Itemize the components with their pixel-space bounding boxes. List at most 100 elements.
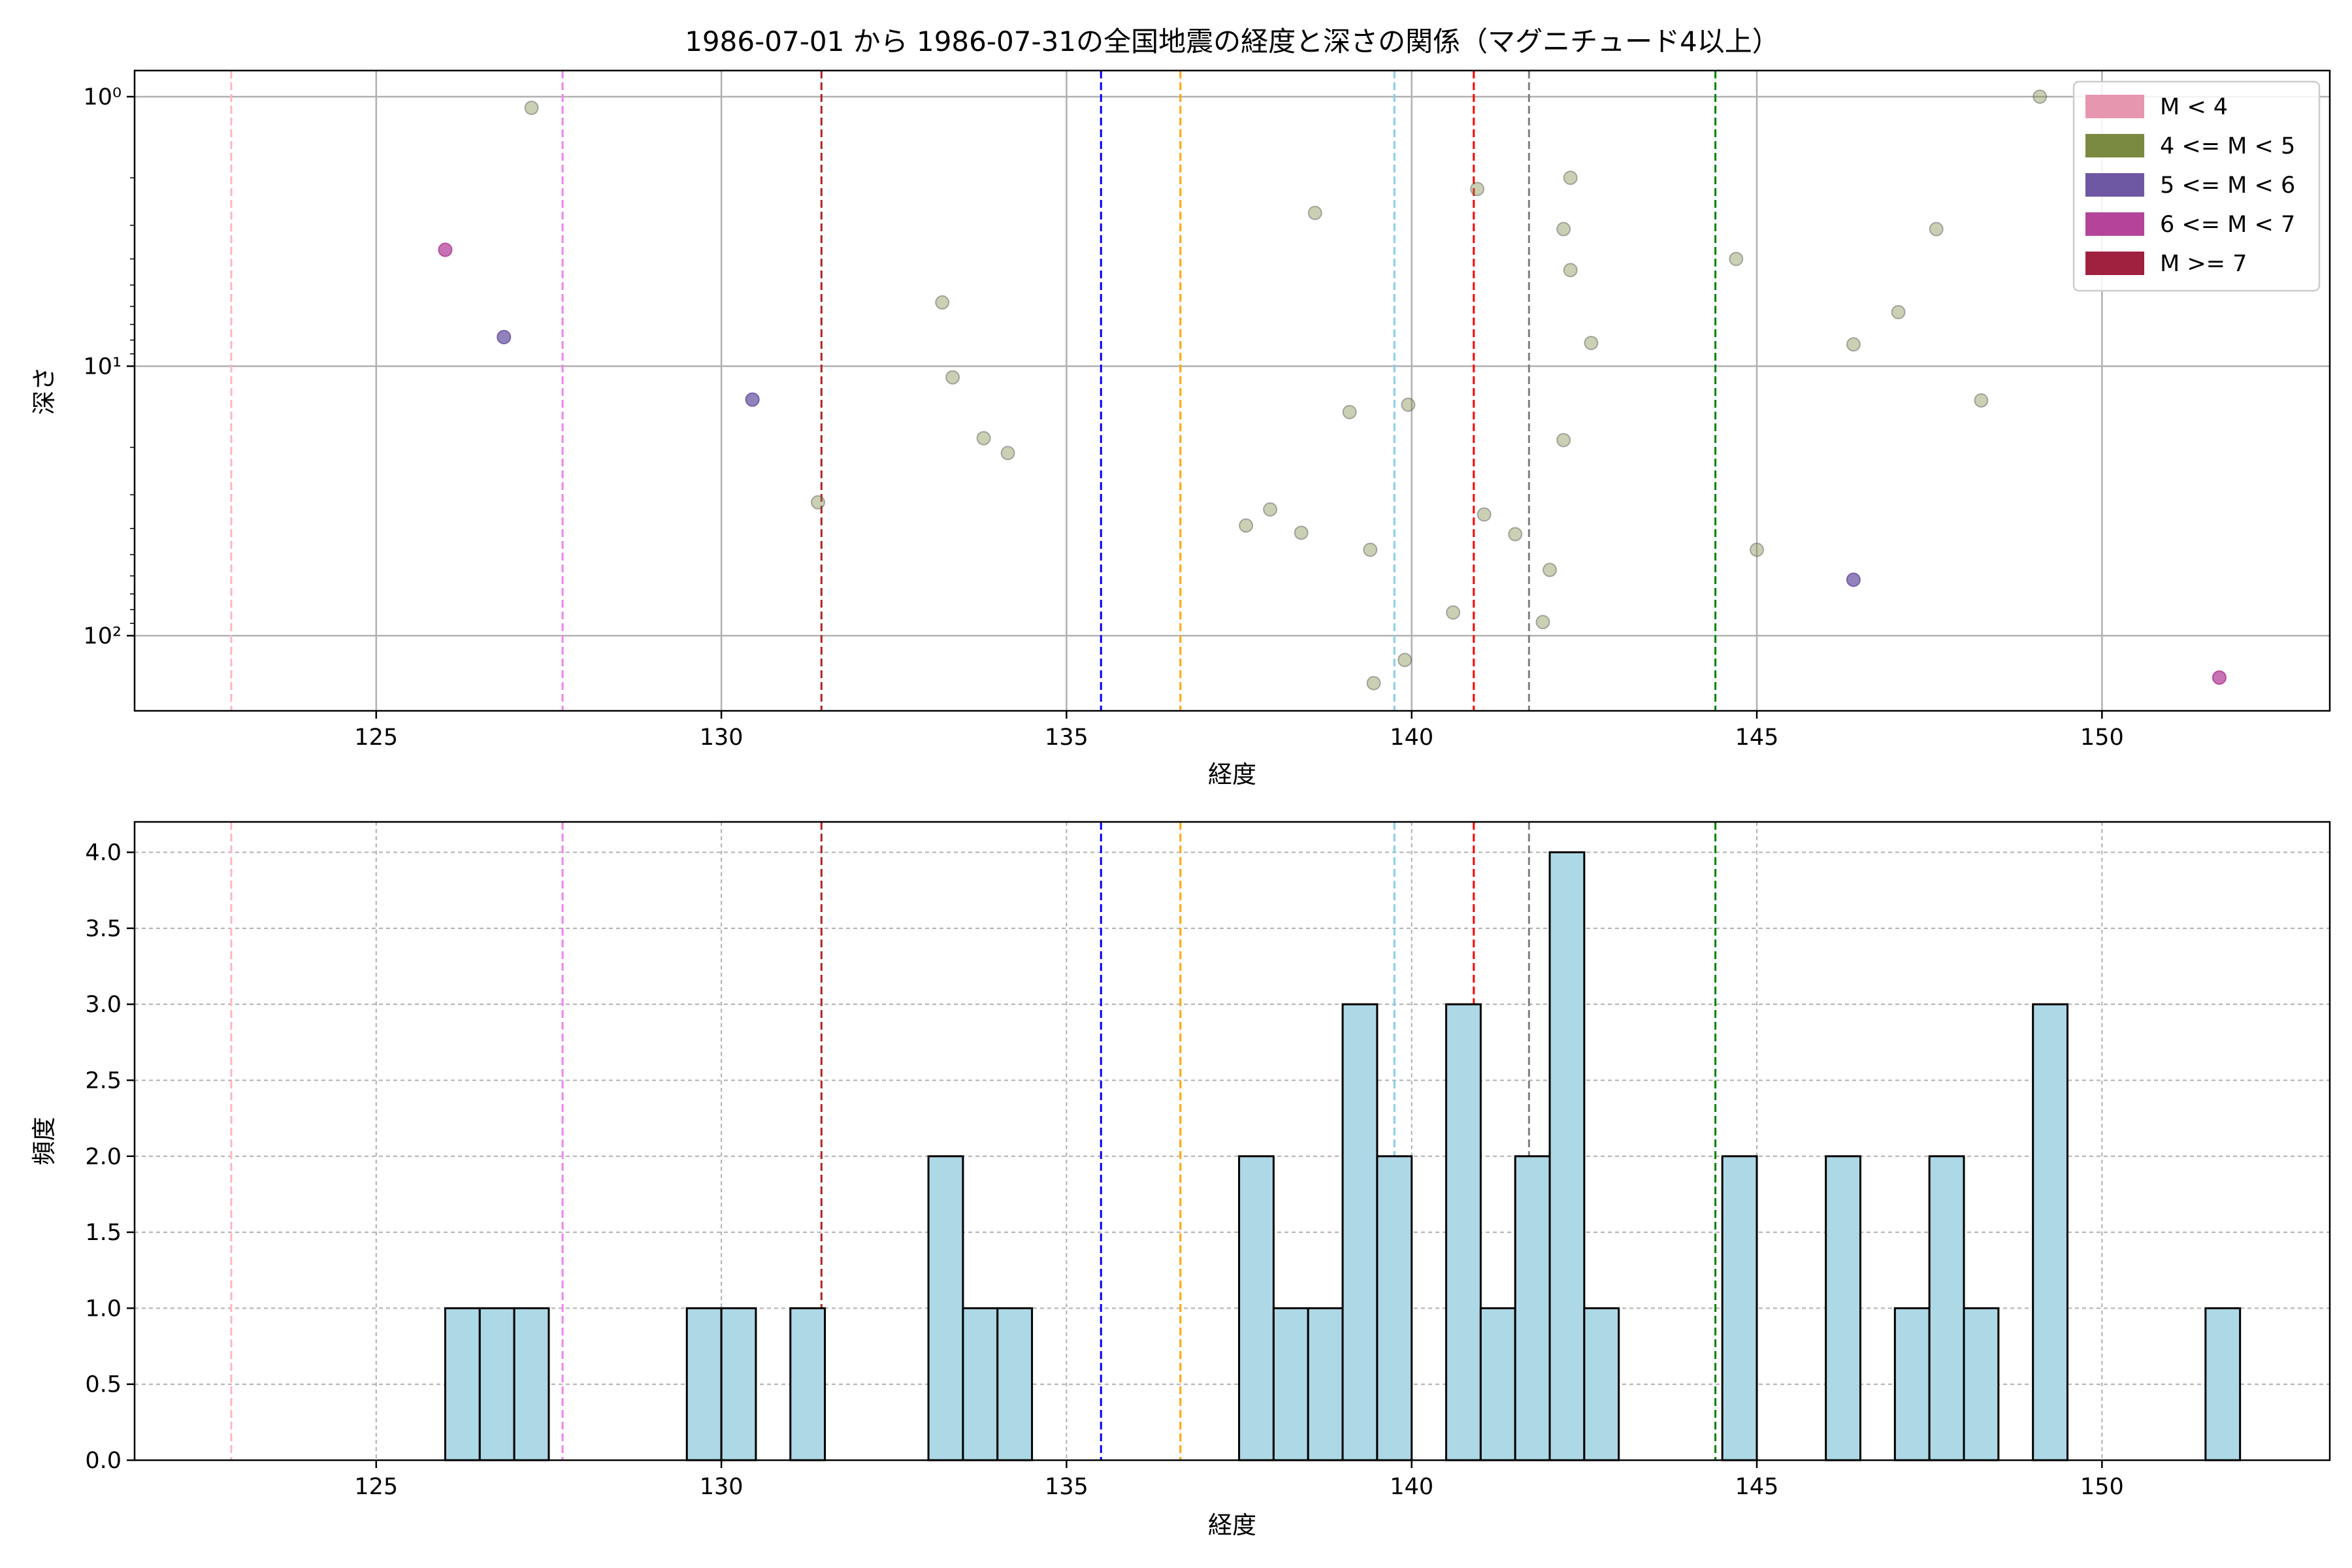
- scatter-gridlines: [135, 71, 2330, 711]
- scatter-axes-frame: [133, 69, 2331, 712]
- histogram-y-tick-label: 1.0: [85, 1296, 122, 1322]
- scatter-point: [438, 242, 453, 257]
- histogram-x-tick-label: 150: [2080, 1474, 2124, 1500]
- scatter-point: [1307, 205, 1322, 220]
- scatter-y-tick-label: 10¹: [83, 353, 122, 380]
- histogram-bars: [444, 851, 2242, 1462]
- scatter-x-axis-label: 経度: [1208, 760, 1256, 789]
- scatter-reference-lines: [230, 71, 1717, 711]
- scatter-point: [1477, 507, 1492, 522]
- scatter-point: [1535, 615, 1550, 630]
- scatter-point: [1401, 397, 1416, 412]
- scatter-point: [1543, 563, 1558, 578]
- scatter-point: [1556, 221, 1571, 237]
- histogram-y-tick-label: 3.0: [85, 992, 122, 1018]
- scatter-point: [1584, 335, 1599, 350]
- scatter-point: [1929, 221, 1944, 237]
- scatter-point: [1974, 393, 1989, 408]
- histogram-y-tick-label: 3.5: [85, 916, 122, 942]
- histogram-x-tick-label: 130: [700, 1474, 743, 1500]
- scatter-x-tick-label: 145: [1735, 725, 1779, 751]
- histogram-x-ticks: 125 130 135 140 145 150: [354, 1460, 2124, 1500]
- scatter-point: [1446, 605, 1461, 620]
- histogram-y-tick-label: 2.5: [85, 1068, 122, 1094]
- histogram-bar: [1238, 1155, 1275, 1462]
- histogram-bar: [1272, 1307, 1309, 1462]
- histogram-x-tick-label: 140: [1390, 1474, 1433, 1500]
- scatter-x-ticks: 125 130 135 140 145 150: [354, 711, 2124, 751]
- histogram-x-tick-label: 135: [1045, 1474, 1088, 1500]
- scatter-point: [1846, 337, 1861, 352]
- legend-label: M < 4: [2160, 94, 2228, 120]
- scatter-point: [1729, 252, 1744, 267]
- histogram-bar: [1479, 1307, 1516, 1462]
- scatter-point: [497, 329, 512, 344]
- scatter-point: [2212, 670, 2227, 685]
- histogram-bar: [1583, 1307, 1620, 1462]
- scatter-point: [1342, 404, 1357, 419]
- scatter-point: [1508, 527, 1523, 542]
- scatter-point: [524, 101, 539, 116]
- scatter-point: [1000, 446, 1015, 461]
- scatter-point: [1846, 572, 1861, 587]
- scatter-point: [1363, 542, 1378, 557]
- scatter-point: [1366, 676, 1381, 691]
- histogram-bar: [1928, 1155, 1965, 1462]
- legend-label: 4 <= M < 5: [2160, 133, 2295, 159]
- histogram-bar: [1963, 1307, 2000, 1462]
- scatter-point: [1294, 525, 1309, 540]
- histogram-y-tick-label: 0.5: [85, 1372, 122, 1398]
- histogram-bar: [1445, 1003, 1482, 1462]
- histogram-panel: 125 130 135 140 145 150 0.0 0.5 1.0 1.5 2.0 2.5 3.0…: [30, 821, 2331, 1539]
- histogram-y-tick-label: 0.0: [85, 1448, 122, 1474]
- histogram-axes-frame: [133, 821, 2331, 1462]
- histogram-y-ticks: 0.0 0.5 1.0 1.5 2.0 2.5 3.0 3.5 4.0: [85, 840, 135, 1474]
- histogram-bar: [478, 1307, 515, 1462]
- histogram-y-tick-label: 2.0: [85, 1144, 122, 1170]
- histogram-bar: [1825, 1155, 1862, 1462]
- histogram-bar: [1548, 851, 1586, 1462]
- histogram-bar: [444, 1307, 481, 1462]
- histogram-bar: [685, 1307, 723, 1462]
- histogram-x-axis-label: 経度: [1208, 1511, 1256, 1539]
- histogram-x-tick-label: 145: [1735, 1474, 1779, 1500]
- histogram-bar: [720, 1307, 757, 1462]
- histogram-y-axis-label: 頻度: [30, 1117, 58, 1166]
- scatter-point: [935, 295, 950, 310]
- scatter-y-tick-label: 10²: [83, 623, 122, 649]
- scatter-point: [1563, 171, 1578, 186]
- scatter-y-ticks: 10⁰ 10¹ 10²: [83, 84, 135, 649]
- histogram-bar: [2204, 1307, 2242, 1462]
- histogram-bar: [2032, 1003, 2068, 1462]
- scatter-x-tick-label: 150: [2080, 725, 2124, 751]
- scatter-point: [1470, 182, 1485, 197]
- scatter-panel: 125 130 135 140 145 150 10⁰ 10¹ 10² 経度 深さ M < 4…: [30, 69, 2331, 789]
- scatter-point: [811, 495, 826, 510]
- histogram-x-tick-label: 125: [354, 1474, 398, 1500]
- figure-title: 1986-07-01 から 1986-07-31の全国地震の経度と深さの関係（マ…: [685, 25, 1780, 57]
- legend-label: 5 <= M < 6: [2160, 172, 2295, 199]
- scatter-y-tick-label: 10⁰: [83, 84, 122, 110]
- legend-label: M >= 7: [2160, 251, 2247, 277]
- histogram-bar: [513, 1307, 550, 1462]
- scatter-point: [1750, 542, 1765, 557]
- scatter-point: [1556, 433, 1571, 448]
- histogram-bar: [1514, 1155, 1551, 1462]
- histogram-y-tick-label: 4.0: [85, 840, 122, 866]
- scatter-x-tick-label: 130: [700, 725, 743, 751]
- scatter-point: [1397, 653, 1413, 668]
- histogram-bar: [927, 1155, 964, 1462]
- legend-swatch: [2085, 212, 2144, 236]
- legend-swatch: [2085, 252, 2144, 275]
- scatter-point: [1563, 263, 1578, 278]
- scatter-point: [1239, 518, 1254, 533]
- legend-swatch: [2085, 173, 2144, 197]
- legend-swatch: [2085, 95, 2144, 118]
- scatter-y-axis-label: 深さ: [30, 367, 58, 415]
- histogram-bar: [1721, 1155, 1758, 1462]
- scatter-points: [438, 89, 2227, 691]
- scatter-point: [1891, 304, 1906, 319]
- scatter-x-tick-label: 140: [1390, 725, 1433, 751]
- histogram-bar: [1341, 1003, 1379, 1462]
